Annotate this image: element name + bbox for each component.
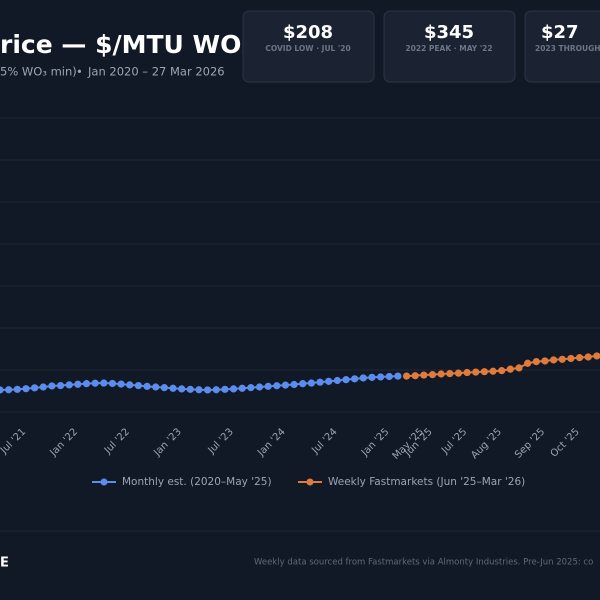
- data-point: [178, 385, 186, 393]
- data-point: [377, 373, 385, 381]
- data-point: [550, 356, 558, 364]
- data-point: [134, 381, 142, 390]
- stat-value: $208: [283, 22, 333, 43]
- data-point: [247, 384, 255, 392]
- data-point: [195, 386, 203, 394]
- data-point: [0, 386, 4, 394]
- subtitle: 5% WO₃ min): [0, 65, 77, 79]
- data-point: [498, 367, 506, 375]
- data-point: [186, 385, 194, 393]
- data-point: [212, 386, 220, 394]
- data-point: [524, 359, 532, 367]
- data-point: [558, 355, 566, 363]
- data-point: [91, 379, 99, 387]
- data-point: [238, 384, 246, 392]
- data-point: [584, 353, 592, 361]
- stat-cards: $208 COVID LOW · JUL '20 $345 2022 PEAK …: [242, 10, 600, 83]
- data-point: [316, 378, 324, 386]
- data-point: [394, 372, 402, 380]
- data-point: [299, 380, 307, 388]
- brand: E: [0, 556, 9, 571]
- data-point: [489, 367, 497, 375]
- title: rice — $/MTU WO₃: [0, 30, 252, 59]
- legend-label: Weekly Fastmarkets (Jun '25–Mar '26): [328, 476, 525, 488]
- stat-value: $345: [424, 22, 474, 43]
- data-point: [221, 385, 229, 393]
- data-point: [385, 372, 393, 381]
- data-point: [160, 384, 168, 392]
- data-point: [273, 382, 281, 390]
- separator: •: [76, 65, 83, 79]
- footer-note: Weekly data sourced from Fastmarkets via…: [254, 558, 593, 568]
- data-point: [13, 385, 21, 393]
- data-point: [472, 368, 480, 376]
- data-point: [290, 380, 298, 389]
- data-point: [541, 357, 549, 365]
- data-point: [532, 358, 540, 366]
- data-point: [342, 376, 350, 384]
- data-point: [39, 383, 47, 391]
- data-point: [169, 384, 177, 392]
- stat-card: [524, 10, 600, 83]
- data-point: [351, 375, 359, 383]
- data-point: [229, 385, 238, 393]
- data-point: [56, 381, 65, 390]
- data-point: [5, 386, 13, 394]
- data-point: [593, 352, 600, 360]
- date-range: Jan 2020 – 27 Mar 2026: [87, 65, 225, 79]
- data-point: [480, 368, 488, 376]
- data-point: [411, 372, 419, 380]
- data-point: [437, 370, 445, 378]
- data-point: [74, 380, 82, 388]
- data-point: [454, 369, 463, 377]
- data-point: [82, 380, 91, 388]
- data-point: [402, 372, 411, 380]
- data-point: [264, 382, 272, 390]
- stat-card: [383, 10, 516, 83]
- data-point: [126, 381, 134, 389]
- legend-dot: [306, 478, 314, 486]
- data-point: [48, 382, 56, 390]
- data-point: [30, 384, 39, 392]
- data-point: [100, 379, 108, 387]
- data-point: [255, 383, 264, 391]
- data-point: [325, 377, 333, 385]
- stat-label: COVID LOW · JUL '20: [265, 44, 350, 53]
- data-point: [143, 382, 151, 390]
- data-point: [506, 365, 514, 373]
- data-point: [446, 369, 454, 378]
- data-point: [420, 371, 428, 379]
- data-point: [108, 379, 117, 388]
- data-point: [281, 381, 290, 389]
- legend-label: Monthly est. (2020–May '25): [122, 476, 272, 488]
- data-point: [567, 354, 575, 363]
- data-point: [65, 381, 73, 389]
- stat-label: 2023 THROUGH: [535, 44, 600, 53]
- data-point: [575, 354, 584, 362]
- data-point: [428, 371, 437, 379]
- legend-dot: [100, 478, 108, 486]
- data-point: [368, 373, 376, 381]
- data-point: [359, 374, 367, 382]
- data-point: [307, 379, 315, 387]
- data-point: [463, 368, 471, 377]
- data-point: [333, 376, 341, 385]
- data-point: [117, 380, 125, 388]
- stat-value: $27: [541, 22, 579, 43]
- data-point: [515, 364, 523, 372]
- stat-card: [242, 10, 375, 83]
- data-point: [22, 385, 30, 393]
- stat-label: 2022 PEAK · MAY '22: [405, 44, 492, 53]
- data-point: [152, 383, 160, 391]
- data-point: [204, 386, 212, 394]
